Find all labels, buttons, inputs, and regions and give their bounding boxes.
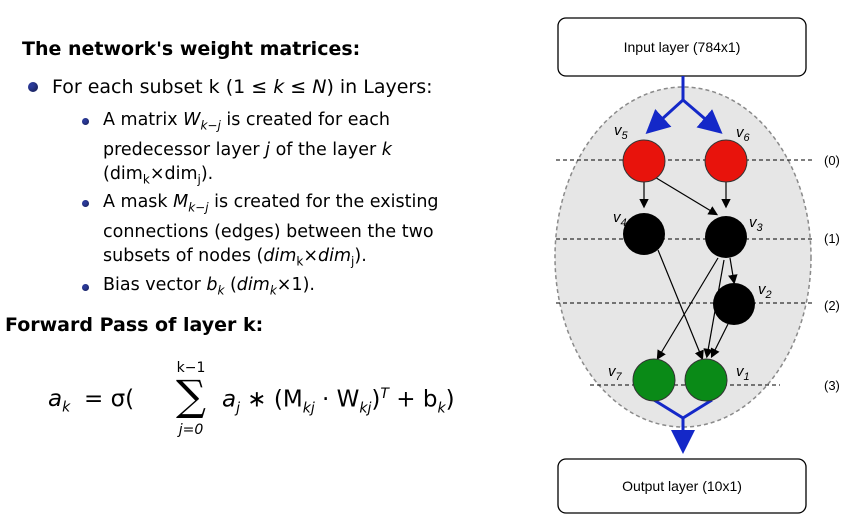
weights-heading: The network's weight matrices: — [22, 38, 361, 60]
forward-heading: Forward Pass of layer k: — [5, 314, 264, 336]
node-label-v4: v4 — [613, 209, 627, 229]
forward-formula: ak = σ( k−1 ∑ j=0 aj ∗ (Mkj · Wkj)T + bk… — [48, 360, 455, 438]
node-v3 — [705, 216, 747, 258]
layer-label-0: (0) — [824, 153, 840, 168]
network-ellipse — [554, 86, 812, 428]
node-v5 — [622, 139, 666, 183]
sub-bullet-matrix: A matrix Wk−j is created for each predec… — [103, 110, 392, 186]
node-v4 — [623, 213, 665, 255]
sub-bullet-icon — [82, 200, 89, 207]
node-label-v1: v1 — [736, 363, 750, 383]
node-v7 — [632, 358, 676, 402]
bullet-main: For each subset k (1 ≤ k ≤ N) in Layers: — [52, 76, 433, 98]
node-label-v6: v6 — [736, 124, 751, 144]
layer-label-1: (1) — [824, 231, 840, 246]
node-label-v5: v5 — [614, 122, 629, 142]
node-v2 — [713, 283, 755, 325]
layer-label-3: (3) — [824, 378, 840, 393]
edge — [657, 249, 704, 361]
input-layer-label: Input layer (784x1) — [624, 39, 741, 55]
node-label-v2: v2 — [758, 281, 772, 301]
sub-bullet-icon — [82, 284, 89, 291]
node-label-v7: v7 — [608, 363, 623, 383]
node-v1 — [684, 358, 728, 402]
sub-bullet-bias: Bias vector bk (dimk×1). — [103, 275, 315, 298]
layer-label-2: (2) — [824, 298, 840, 313]
edge — [652, 175, 719, 216]
node-v6 — [704, 139, 748, 183]
edge — [656, 257, 719, 361]
output-layer-label: Output layer (10x1) — [622, 478, 742, 494]
sub-bullet-icon — [82, 118, 89, 125]
output-layer-box — [557, 458, 807, 514]
edge — [710, 323, 729, 359]
node-label-v3: v3 — [749, 214, 764, 234]
input-arrow — [682, 98, 723, 134]
edge — [728, 257, 738, 285]
sub-bullet-mask: A mask Mk−j is created for the existing … — [103, 192, 439, 268]
bullet-icon — [28, 82, 38, 92]
